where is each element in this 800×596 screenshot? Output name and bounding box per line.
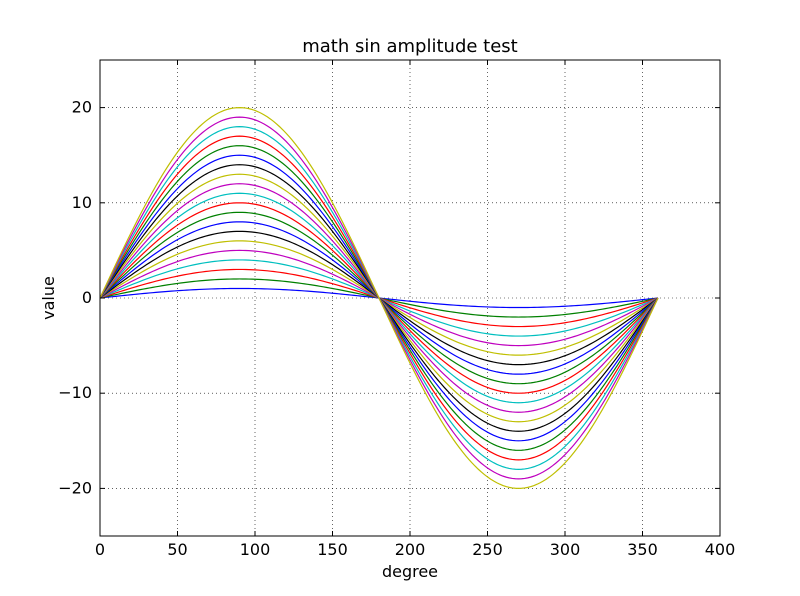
x-axis-label: degree bbox=[382, 562, 438, 581]
x-tick-label: 350 bbox=[627, 540, 658, 559]
y-tick-label: 0 bbox=[82, 288, 92, 307]
y-tick-label: −20 bbox=[58, 478, 92, 497]
grid bbox=[100, 60, 720, 536]
x-tick-label: 200 bbox=[395, 540, 426, 559]
y-tick-label: 20 bbox=[72, 98, 92, 117]
y-axis-label: value bbox=[39, 276, 58, 320]
x-tick-label: 250 bbox=[472, 540, 503, 559]
x-tick-label: 400 bbox=[705, 540, 736, 559]
chart-title: math sin amplitude test bbox=[302, 36, 518, 57]
y-tick-labels: −20 −10 0 10 20 bbox=[58, 98, 92, 498]
series-group bbox=[99, 106, 659, 490]
series-line-amp-20 bbox=[99, 106, 659, 490]
x-tick-label: 100 bbox=[240, 540, 271, 559]
x-tick-label: 300 bbox=[550, 540, 581, 559]
y-tick-label: −10 bbox=[58, 383, 92, 402]
ticks bbox=[99, 60, 721, 536]
x-tick-label: 0 bbox=[95, 540, 105, 559]
x-tick-label: 150 bbox=[317, 540, 348, 559]
x-tick-labels: 0 50 100 150 200 250 300 350 400 bbox=[95, 540, 735, 559]
y-tick-label: 10 bbox=[72, 193, 92, 212]
x-tick-label: 50 bbox=[167, 540, 187, 559]
